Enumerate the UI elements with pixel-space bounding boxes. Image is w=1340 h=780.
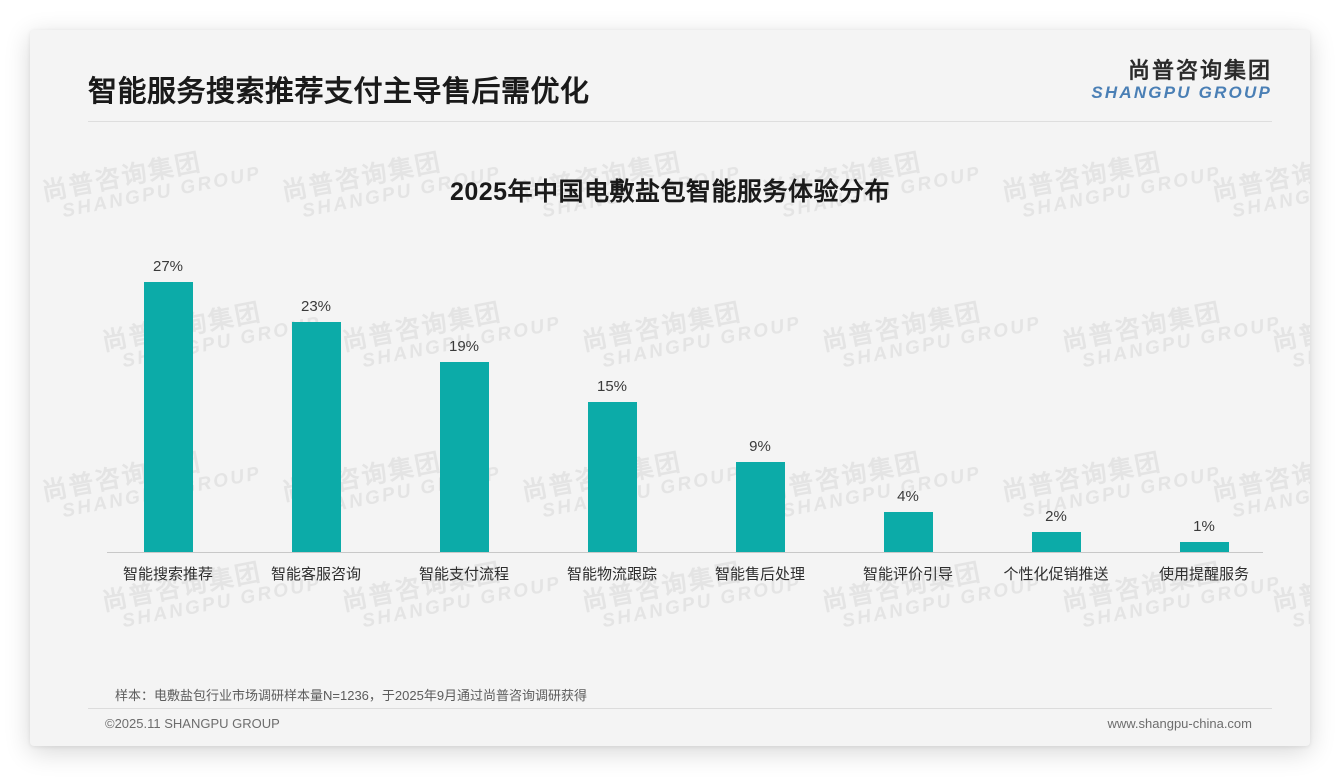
bar[interactable]: [1180, 542, 1229, 552]
bar-group: 27%: [94, 252, 242, 552]
category-label: 智能评价引导: [862, 566, 953, 583]
category-label: 智能支付流程: [418, 566, 509, 583]
bar-value-label: 4%: [897, 488, 919, 505]
bar-group: 23%: [242, 252, 390, 552]
chart-x-axis-line: [107, 552, 1263, 553]
brand-logo-en: SHANGPU GROUP: [1091, 83, 1272, 103]
bar[interactable]: [736, 462, 785, 552]
category-label: 智能客服咨询: [270, 566, 361, 583]
bar[interactable]: [884, 512, 933, 552]
bar-group: 4%: [834, 252, 982, 552]
bar-group: 2%: [982, 252, 1130, 552]
footer-divider: [88, 708, 1272, 709]
chart-title: 2025年中国电敷盐包智能服务体验分布: [449, 178, 891, 206]
bar-value-label: 2%: [1045, 508, 1067, 525]
bar[interactable]: [588, 402, 637, 552]
slide-header: 智能服务搜索推荐支付主导售后需优化 尚普咨询集团 SHANGPU GROUP: [30, 30, 1310, 122]
bar-value-label: 1%: [1193, 518, 1215, 535]
brand-logo-cn: 尚普咨询集团: [1127, 58, 1272, 83]
bar[interactable]: [144, 282, 193, 552]
bar-group: 9%: [686, 252, 834, 552]
bar-chart: 27% 23% 19% 15% 9% 4% 2% 1% 智能搜索推荐 智能客服咨询 智能支付流程 智…: [77, 245, 1267, 625]
bar-group: 15%: [538, 252, 686, 552]
bar-value-label: 27%: [152, 258, 184, 275]
bar[interactable]: [440, 362, 489, 552]
bar[interactable]: [292, 322, 341, 552]
slide-card: 尚普咨询集团 SHANGPU GROUP 尚普咨询集团 SHANGPU GROUP 尚普…: [30, 30, 1310, 746]
bar-value-label: 19%: [448, 338, 480, 355]
copyright-text: ©2025.11 SHANGPU GROUP: [105, 716, 280, 731]
bar-value-label: 15%: [596, 378, 628, 395]
website-link[interactable]: www.shangpu-china.com: [1107, 716, 1252, 731]
bar-value-label: 9%: [749, 438, 771, 455]
category-label: 智能物流跟踪: [566, 566, 657, 583]
bar-group: 1%: [1130, 252, 1278, 552]
bar-group: 19%: [390, 252, 538, 552]
bar-value-label: 23%: [300, 298, 332, 315]
category-label: 智能搜索推荐: [122, 566, 213, 583]
category-label: 智能售后处理: [714, 566, 805, 583]
category-label: 使用提醒服务: [1158, 566, 1249, 583]
watermark-en: SHANGPU GROUP: [1290, 573, 1310, 633]
category-label: 个性化促销推送: [1003, 566, 1109, 583]
bar[interactable]: [1032, 532, 1081, 552]
chart-footnote: 样本：电敷盐包行业市场调研样本量N=1236，于2025年9月通过尚普咨询调研获…: [115, 688, 588, 703]
page-title: 智能服务搜索推荐支付主导售后需优化: [88, 76, 590, 108]
watermark-en: SHANGPU GROUP: [1290, 313, 1310, 373]
slide-footer: ©2025.11 SHANGPU GROUP www.shangpu-china…: [30, 710, 1310, 746]
chart-plot-area: 27% 23% 19% 15% 9% 4% 2% 1%: [77, 245, 1267, 553]
header-divider: [88, 121, 1272, 122]
brand-logo: 尚普咨询集团 SHANGPU GROUP: [1091, 58, 1272, 103]
